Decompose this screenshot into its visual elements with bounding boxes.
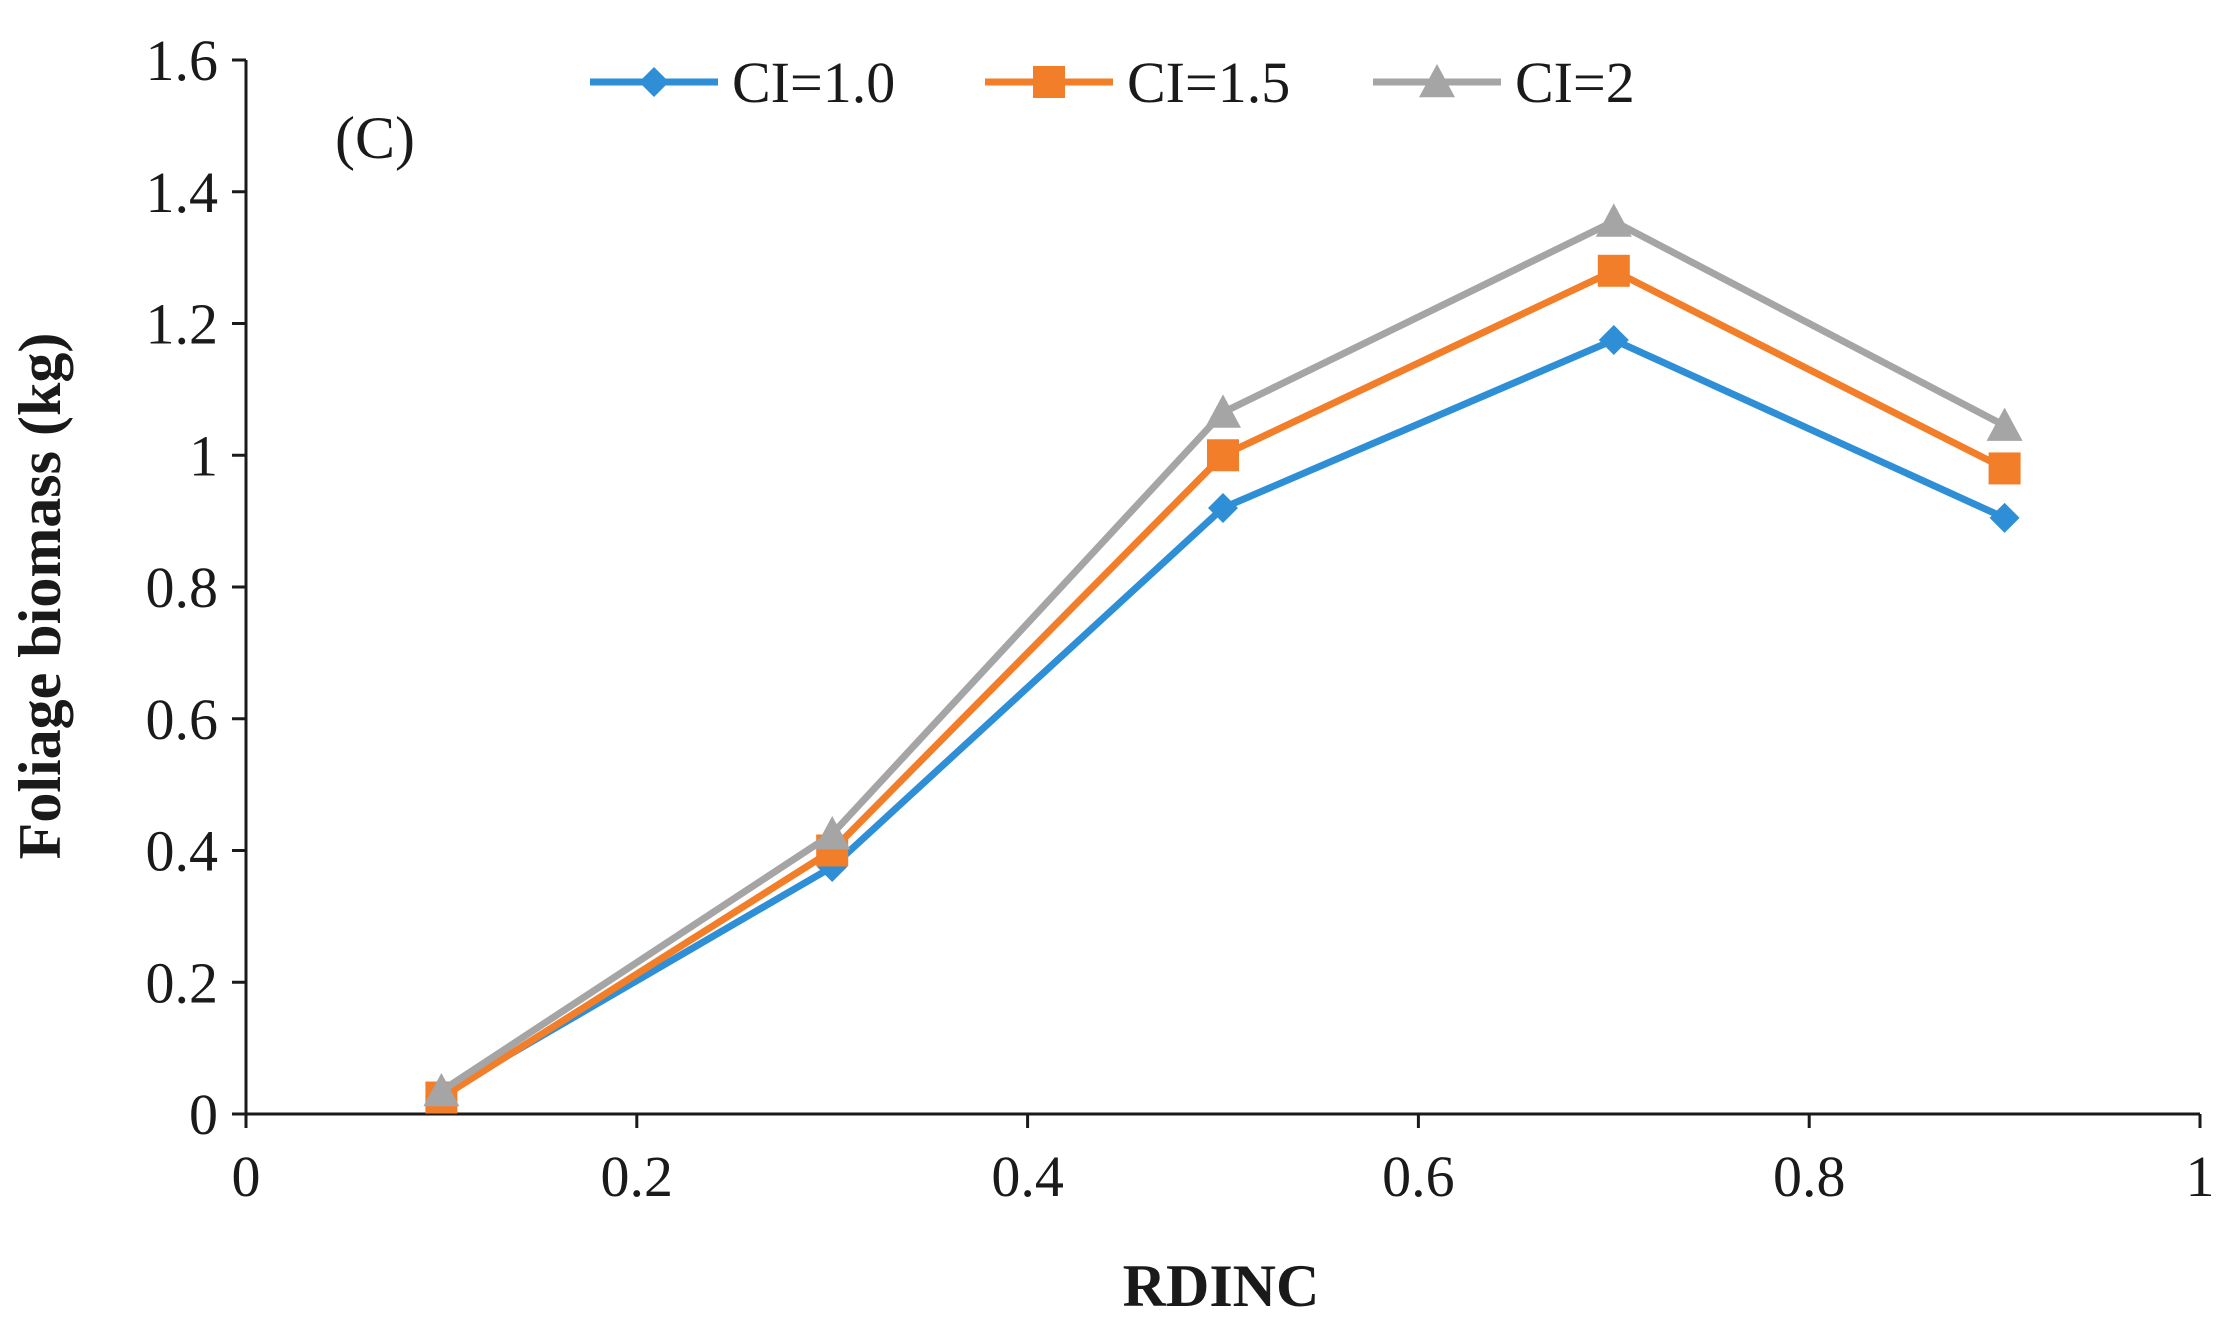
legend-item-ci-2: CI=2 <box>1373 50 1635 115</box>
legend-label: CI=1.0 <box>732 50 895 115</box>
data-point-ci-2 <box>1595 203 1632 237</box>
legend-item-ci-1-0: CI=1.0 <box>590 50 895 115</box>
data-point-ci-1-5 <box>1207 439 1239 472</box>
data-point-ci-2 <box>1986 407 2023 441</box>
data-point-ci-1-0 <box>1598 324 1629 355</box>
x-ticks: 0 0.2 0.4 0.6 0.8 1 <box>232 1114 2215 1209</box>
data-point-ci-2 <box>1205 394 1241 428</box>
legend-marker <box>1033 66 1065 98</box>
data-point-ci-1-0 <box>1989 502 2020 533</box>
x-tick-label: 0 <box>232 1144 261 1209</box>
y-tick-label: 0.6 <box>146 687 219 752</box>
y-tick-label: 0 <box>189 1082 218 1147</box>
data-point-ci-1-5 <box>1597 254 1630 287</box>
series-ci-1-5 <box>425 254 2021 1114</box>
legend-label: CI=2 <box>1515 50 1635 115</box>
y-tick-label: 1.4 <box>146 160 219 225</box>
y-ticks: 0 0.2 0.4 0.6 0.8 1 1.2 1.4 1.6 <box>146 28 246 1147</box>
legend-marker <box>639 67 669 97</box>
x-tick-label: 0.4 <box>991 1144 1064 1209</box>
legend: CI=1.0 CI=1.5 CI=2 <box>590 50 1635 115</box>
data-point-ci-1-5 <box>1988 452 2021 485</box>
series-layer <box>423 203 2023 1114</box>
y-axis-title: Foliage biomass (kg) <box>7 333 73 860</box>
panel-label: (C) <box>335 105 415 171</box>
x-tick-label: 0.8 <box>1773 1144 1846 1209</box>
legend-label: CI=1.5 <box>1127 50 1290 115</box>
y-tick-label: 1 <box>189 423 218 488</box>
data-point-ci-2 <box>423 1072 460 1107</box>
y-tick-label: 1.2 <box>146 292 219 357</box>
legend-marker <box>1419 64 1455 98</box>
y-tick-label: 0.8 <box>146 555 219 620</box>
x-axis-title: RDINC <box>1123 1253 1320 1319</box>
axes <box>244 60 2200 1116</box>
x-tick-label: 0.2 <box>601 1144 674 1209</box>
x-tick-label: 0.6 <box>1382 1144 1455 1209</box>
series-ci-2 <box>423 203 2023 1107</box>
legend-item-ci-1-5: CI=1.5 <box>985 50 1290 115</box>
y-tick-label: 1.6 <box>146 28 219 93</box>
x-tick-label: 1 <box>2186 1144 2215 1209</box>
y-tick-label: 0.4 <box>146 819 219 884</box>
y-tick-label: 0.2 <box>146 950 219 1015</box>
data-point-ci-1-0 <box>1208 492 1238 523</box>
data-point-ci-2 <box>814 816 851 850</box>
